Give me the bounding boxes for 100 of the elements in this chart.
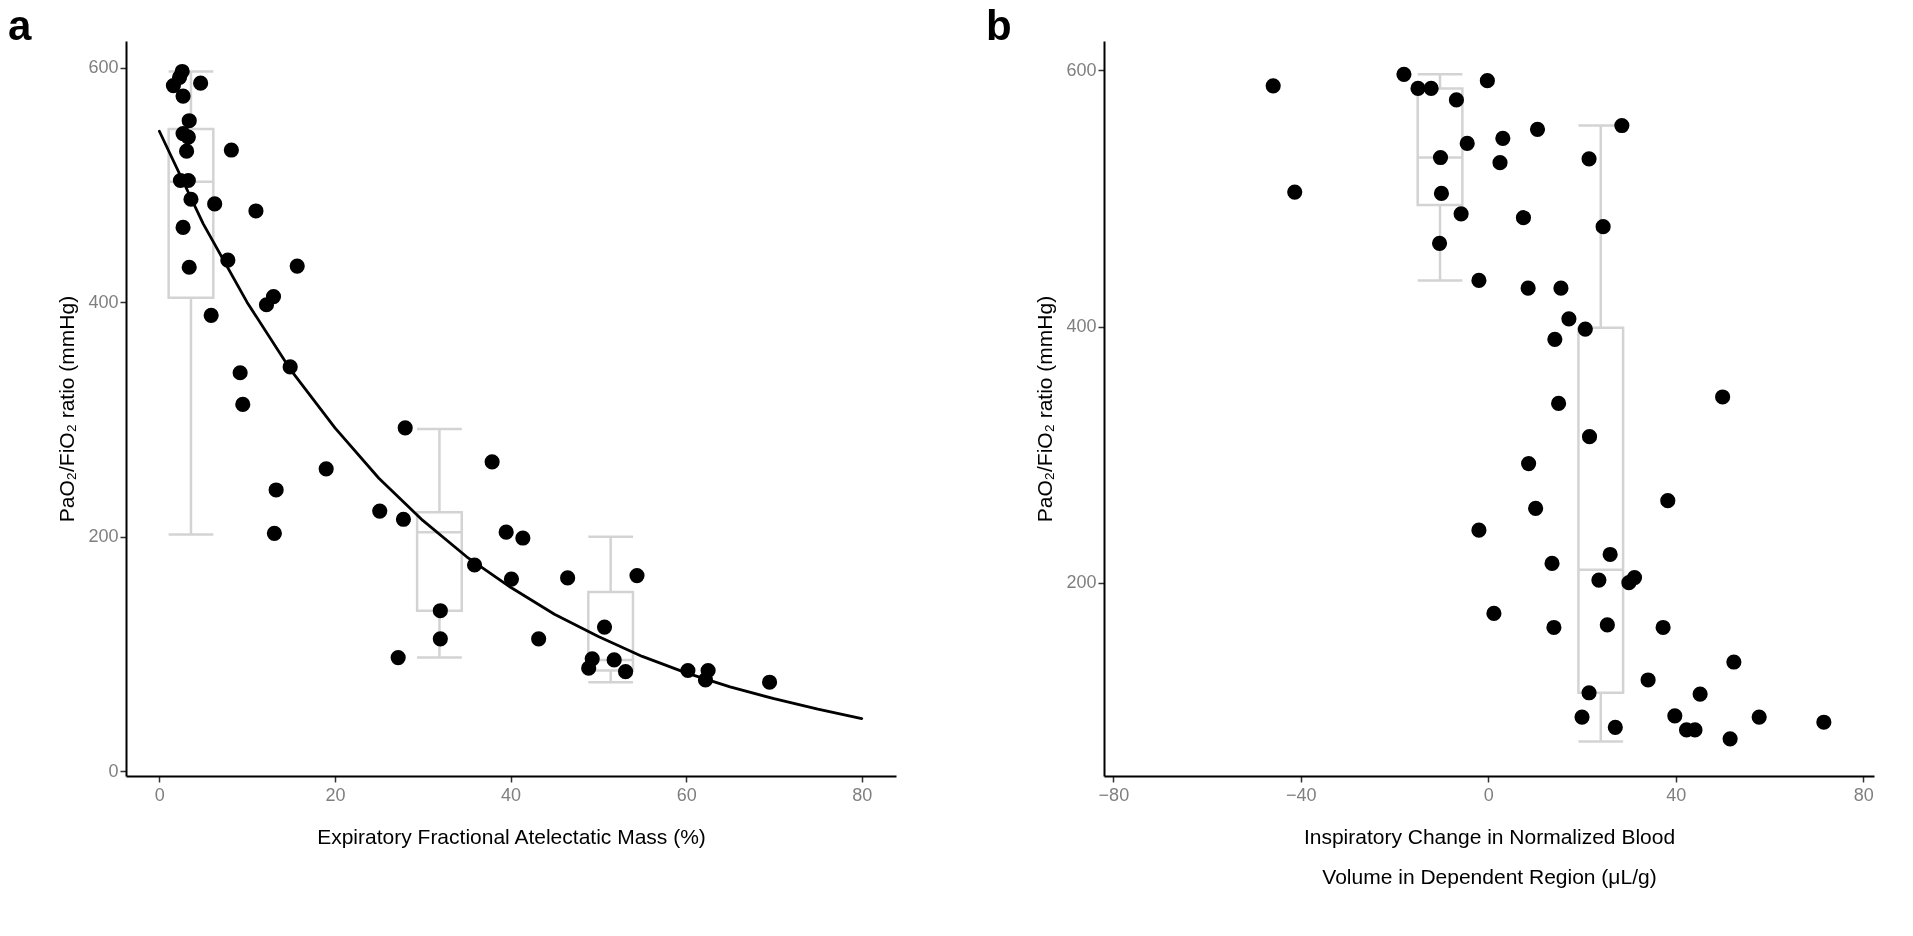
point (1396, 66, 1412, 82)
point (1433, 185, 1450, 201)
y-tick-label: 600 (88, 57, 119, 78)
point (1287, 184, 1303, 200)
point (1692, 686, 1708, 702)
point (1471, 522, 1487, 538)
chart-title: b (986, 2, 1012, 49)
point (484, 454, 500, 470)
x-tick-label: 60 (676, 784, 697, 805)
point (1816, 714, 1832, 730)
point (761, 674, 778, 690)
y-tick-label: 600 (1066, 59, 1097, 80)
point (395, 511, 412, 527)
point (203, 307, 219, 323)
point (1591, 572, 1607, 588)
x-tick-label: −80 (1098, 784, 1130, 805)
x-tick-label: −40 (1286, 784, 1317, 805)
point (432, 603, 448, 619)
point (1529, 121, 1546, 137)
point (1602, 546, 1618, 563)
x-tick-label: 80 (1853, 784, 1874, 805)
point (1595, 219, 1611, 235)
point (1553, 280, 1569, 296)
point (1547, 331, 1563, 347)
x-axis-title: Inspiratory Change in Normalized Blood Volume in Dependent Region (μL/g) (1303, 824, 1676, 888)
x-tick-label: 80 (852, 784, 873, 805)
point (193, 75, 209, 91)
point (1546, 619, 1562, 636)
point (498, 524, 514, 540)
point (1492, 155, 1508, 171)
point (1521, 455, 1537, 472)
point (1726, 654, 1742, 670)
point (1448, 92, 1465, 108)
point (1715, 389, 1731, 405)
point (503, 571, 520, 587)
chart-title: a (8, 2, 32, 49)
point (179, 143, 195, 159)
y-tick-label: 200 (88, 526, 119, 547)
y-axis-title: PaO₂/FiO₂ ratio (mmHg) (55, 295, 79, 523)
point (596, 619, 613, 635)
point (318, 461, 334, 477)
point (1265, 78, 1281, 94)
point (1751, 709, 1767, 725)
point (1486, 605, 1502, 621)
x-tick-label: 0 (154, 784, 165, 805)
point (248, 203, 264, 219)
point (1581, 685, 1597, 701)
point (1459, 135, 1475, 152)
point (165, 77, 181, 94)
point (232, 365, 248, 381)
y-tick-label: 400 (88, 291, 119, 312)
point (1520, 280, 1536, 296)
point (1432, 149, 1449, 166)
point (1640, 672, 1656, 688)
x-axis-title: Expiratory Fractional Atelectatic Mass (%) (317, 824, 706, 848)
point (207, 196, 223, 212)
point (629, 567, 645, 584)
point (258, 297, 275, 313)
point (1410, 80, 1426, 96)
point (1581, 151, 1597, 167)
point (1577, 321, 1593, 337)
point (1614, 117, 1630, 134)
point (268, 482, 284, 498)
point (372, 503, 388, 519)
point (1515, 210, 1532, 226)
y-tick-label: 200 (1066, 572, 1097, 593)
point (397, 420, 413, 436)
point (515, 530, 531, 546)
point (390, 650, 406, 666)
point (1621, 575, 1637, 591)
point (180, 129, 196, 145)
y-tick-label: 400 (1066, 316, 1097, 337)
point (1607, 719, 1623, 735)
point (266, 525, 282, 541)
point (1551, 395, 1567, 411)
point (1431, 235, 1448, 251)
line-series (157, 129, 864, 720)
point (1471, 272, 1487, 289)
point (1495, 130, 1511, 146)
point (181, 259, 197, 275)
point (223, 142, 239, 158)
point (618, 664, 634, 680)
point (175, 219, 191, 235)
y-tick-label: 0 (108, 760, 119, 781)
x-tick-label: 40 (501, 784, 522, 805)
point (560, 570, 576, 586)
point (1722, 731, 1738, 747)
point (1574, 709, 1590, 725)
point (175, 88, 191, 104)
point (531, 631, 547, 647)
point (1561, 311, 1577, 327)
point (235, 396, 251, 412)
point (1453, 206, 1469, 222)
point (1544, 555, 1560, 572)
point (289, 258, 305, 274)
x-tick-label: 20 (325, 784, 346, 805)
point (1479, 73, 1495, 89)
point (1528, 500, 1544, 516)
point (1660, 493, 1676, 509)
point (1655, 619, 1671, 636)
